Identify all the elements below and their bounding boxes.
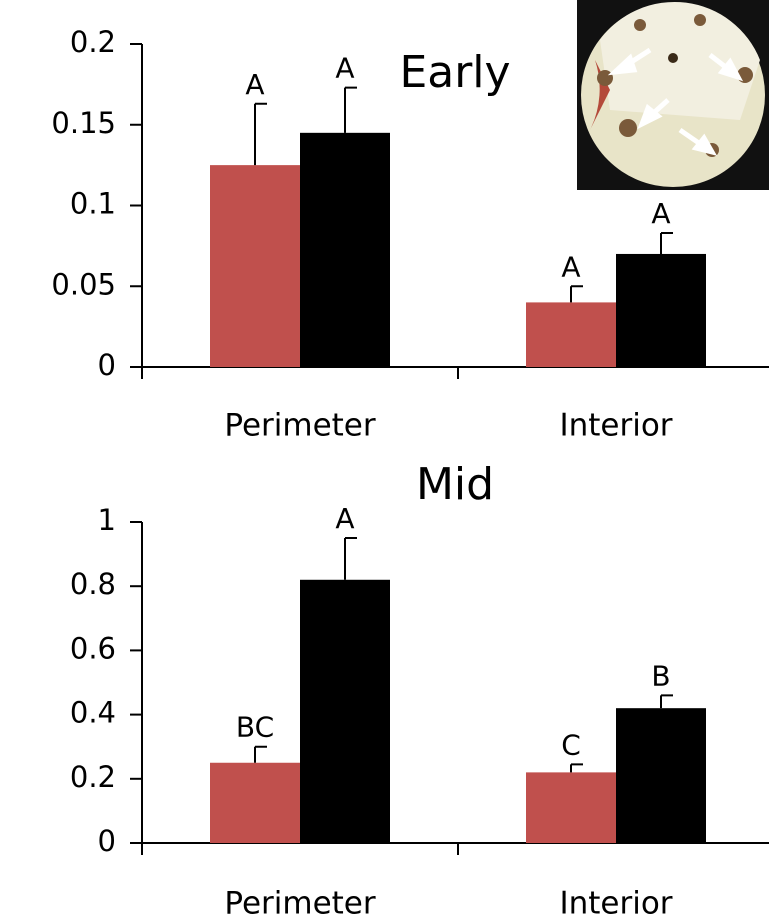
error-bar: [660, 231, 673, 254]
apple-photo: [577, 0, 769, 190]
bar: [300, 579, 390, 843]
significance-label: A: [245, 68, 264, 101]
bar: [526, 302, 616, 367]
significance-label: A: [335, 502, 354, 535]
bar: [210, 762, 300, 843]
significance-label: A: [651, 197, 670, 230]
y-tick-label: 0.15: [51, 106, 116, 140]
bar: [210, 165, 300, 367]
error-bar: [344, 86, 357, 133]
x-tick-label: Interior: [559, 408, 672, 444]
y-tick-label: 0.05: [51, 267, 116, 301]
significance-label: C: [561, 728, 581, 761]
error-bar: [344, 537, 357, 580]
bar: [616, 253, 706, 367]
y-tick-label: 0.2: [70, 760, 116, 794]
y-tick-label: 0.6: [70, 631, 116, 665]
y-tick-label: 0.8: [70, 567, 116, 601]
error-bar: [570, 285, 583, 303]
error-bar: [660, 694, 673, 709]
y-tick-label: 0.2: [70, 25, 116, 59]
error-bar: [254, 102, 267, 166]
bar: [526, 772, 616, 843]
y-tick-label: 0: [98, 824, 116, 858]
x-tick-label: Interior: [559, 886, 672, 922]
significance-label: A: [561, 250, 580, 283]
bar: [616, 708, 706, 843]
error-bar: [254, 745, 267, 763]
y-tick-label: 0: [98, 348, 116, 382]
significance-label: A: [335, 52, 354, 85]
error-bar: [570, 763, 583, 773]
y-tick-label: 0.4: [70, 696, 116, 730]
significance-label: B: [651, 659, 670, 692]
y-tick-label: 0.1: [70, 187, 116, 221]
significance-label: BC: [236, 711, 274, 744]
chart-title: Mid: [416, 459, 494, 510]
chart-title: Early: [399, 47, 510, 98]
x-tick-label: Perimeter: [224, 408, 376, 444]
bar: [300, 132, 390, 367]
x-tick-label: Perimeter: [224, 886, 376, 922]
y-tick-label: 1: [98, 503, 116, 537]
